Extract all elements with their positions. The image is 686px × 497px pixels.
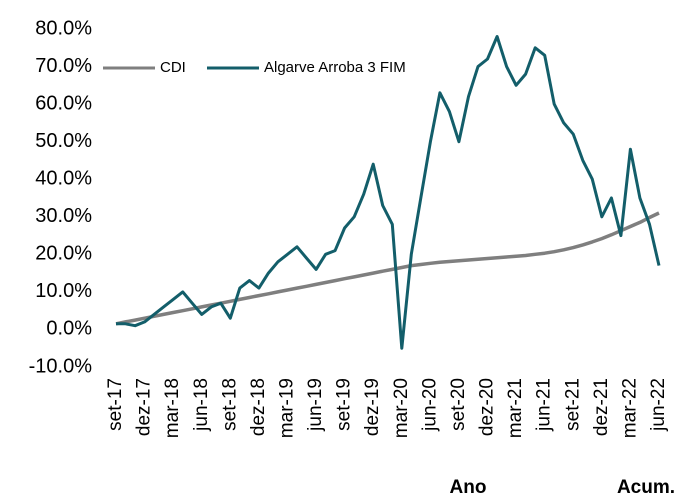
x-tick-label: set-19 <box>334 378 355 431</box>
x-tick-label: mar-19 <box>276 378 297 438</box>
x-tick-label: dez-17 <box>134 378 155 436</box>
x-tick-label: jun-19 <box>305 378 326 432</box>
x-tick-label: dez-19 <box>362 378 383 436</box>
x-tick-label: set-20 <box>448 378 469 431</box>
legend-label: Algarve Arroba 3 FIM <box>264 59 406 76</box>
legend-label: CDI <box>160 59 186 76</box>
x-tick-label: set-18 <box>219 378 240 431</box>
y-tick-label: -10.0% <box>29 355 93 377</box>
x-tick-label: mar-22 <box>619 378 640 438</box>
y-tick-label: 0.0% <box>46 318 92 340</box>
annotation: Acum. <box>617 477 675 497</box>
x-tick-label: set-21 <box>562 378 583 431</box>
x-tick-label: dez-18 <box>248 378 269 436</box>
x-tick-label: jun-18 <box>191 378 212 432</box>
series-line <box>115 211 660 326</box>
y-tick-label: 80.0% <box>35 17 92 39</box>
y-tick-label: 10.0% <box>35 280 92 302</box>
x-tick-label: dez-21 <box>591 378 612 436</box>
annotation: Ano <box>450 477 487 497</box>
y-tick-label: 70.0% <box>35 55 92 77</box>
y-tick-label: 50.0% <box>35 130 92 152</box>
y-tick-label: 40.0% <box>35 168 92 190</box>
x-tick-label: mar-20 <box>391 378 412 438</box>
x-tick-label: mar-18 <box>162 378 183 438</box>
x-tick-label: jun-20 <box>419 378 440 432</box>
x-tick-label: dez-20 <box>477 378 498 436</box>
y-tick-label: 30.0% <box>35 205 92 227</box>
y-tick-label: 60.0% <box>35 92 92 114</box>
x-tick-label: jun-22 <box>648 378 669 432</box>
series-line <box>116 35 661 350</box>
x-tick-label: mar-21 <box>505 378 526 438</box>
y-tick-label: 20.0% <box>35 243 92 265</box>
x-tick-label: set-17 <box>105 378 126 431</box>
x-tick-label: jun-21 <box>534 378 555 432</box>
